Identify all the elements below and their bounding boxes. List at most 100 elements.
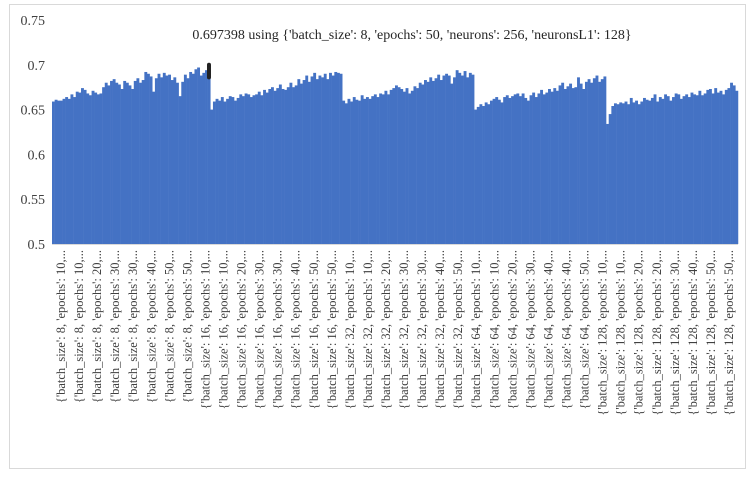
bar <box>210 109 214 244</box>
bar <box>59 100 63 244</box>
bar <box>426 81 430 244</box>
bar <box>434 78 438 245</box>
x-tick-label: {'batch_size': 8, 'epochs': 10,... <box>72 250 86 403</box>
bar <box>685 94 689 245</box>
chart-title: 0.697398 using {'batch_size': 8, 'epochs… <box>192 28 631 43</box>
bar <box>439 80 443 244</box>
bar <box>566 86 570 244</box>
bar <box>228 96 232 244</box>
bar <box>526 100 530 244</box>
bar <box>186 78 190 245</box>
bar <box>569 83 573 245</box>
bar <box>218 100 222 244</box>
bar <box>563 88 567 245</box>
bar <box>86 93 90 244</box>
bar <box>376 97 380 244</box>
bar <box>91 90 95 244</box>
bar <box>650 97 654 244</box>
bar <box>421 84 425 244</box>
bar <box>234 100 237 244</box>
bar <box>321 77 325 244</box>
bar <box>191 73 195 244</box>
bar <box>643 97 646 244</box>
bar <box>247 94 251 245</box>
bar <box>241 96 245 244</box>
bar <box>123 80 127 245</box>
bar <box>571 88 575 244</box>
bar <box>730 82 733 244</box>
bar <box>468 72 472 244</box>
bar <box>679 98 683 244</box>
bar <box>553 88 557 244</box>
bar <box>310 76 314 244</box>
bar <box>371 96 375 244</box>
bar <box>249 97 253 244</box>
bar <box>664 94 668 245</box>
x-tick-label: {'batch_size': 16, 'epochs': 50,... <box>325 250 339 409</box>
bar <box>621 103 625 244</box>
bar <box>352 97 356 244</box>
bar <box>603 76 607 244</box>
y-tick-label: 0.65 <box>21 104 46 119</box>
x-tick-label: {'batch_size': 32, 'epochs': 10,... <box>343 250 357 409</box>
bar <box>160 77 164 244</box>
x-tick-label: {'batch_size': 16, 'epochs': 40,... <box>289 250 303 409</box>
bar <box>497 99 501 245</box>
bar <box>284 89 288 244</box>
bar <box>479 104 483 244</box>
bar <box>212 101 216 244</box>
bar <box>292 87 295 244</box>
bar <box>458 72 462 244</box>
bar <box>88 95 92 244</box>
x-axis-ticks: {'batch_size': 8, 'epochs': 10,... {'batc… <box>54 250 736 416</box>
bar <box>197 67 201 245</box>
bar <box>215 98 219 244</box>
bar <box>94 92 98 244</box>
x-tick-label: {'batch_size': 32, 'epochs': 30,... <box>415 250 429 409</box>
bar <box>81 88 84 244</box>
bar <box>128 85 132 244</box>
bar <box>611 106 615 245</box>
bar <box>629 97 633 244</box>
bar <box>231 97 235 244</box>
bar <box>476 106 480 244</box>
bar <box>519 96 522 244</box>
bar <box>52 101 55 244</box>
bar <box>460 75 464 244</box>
bar <box>112 79 116 244</box>
x-tick-label: {'batch_size': 16, 'epochs': 10,... <box>217 250 231 409</box>
x-tick-label: {'batch_size': 128, 'epochs': 50,... <box>704 250 718 416</box>
bar <box>257 91 261 245</box>
bars-group <box>52 66 739 245</box>
bar <box>57 100 61 244</box>
bar <box>616 104 620 244</box>
bar <box>305 75 309 244</box>
bar <box>450 83 454 245</box>
bar <box>355 99 359 245</box>
bar <box>711 93 715 244</box>
bar <box>252 95 256 244</box>
bar <box>373 94 377 245</box>
bar <box>334 71 338 244</box>
bar <box>244 93 248 244</box>
bar <box>199 75 203 244</box>
bar <box>360 95 364 244</box>
bar <box>268 88 272 245</box>
x-tick-label: {'batch_size': 8, 'epochs': 50,... <box>162 250 176 403</box>
bar <box>516 93 520 244</box>
bar <box>661 98 665 244</box>
bar <box>181 81 185 244</box>
bar <box>392 88 396 244</box>
bar <box>329 72 332 244</box>
bar <box>276 88 280 244</box>
bar <box>653 94 657 245</box>
bar <box>445 73 449 244</box>
x-tick-label: {'batch_size': 64, 'epochs': 20,... <box>505 250 519 409</box>
x-tick-label: {'batch_size': 128, 'epochs': 30,... <box>668 250 682 416</box>
bar <box>598 81 602 244</box>
x-tick-label: {'batch_size': 16, 'epochs': 20,... <box>235 250 249 409</box>
x-tick-label: {'batch_size': 8, 'epochs': 30,... <box>108 250 122 403</box>
bar <box>131 88 135 245</box>
bar <box>521 93 525 244</box>
bar <box>577 77 580 244</box>
